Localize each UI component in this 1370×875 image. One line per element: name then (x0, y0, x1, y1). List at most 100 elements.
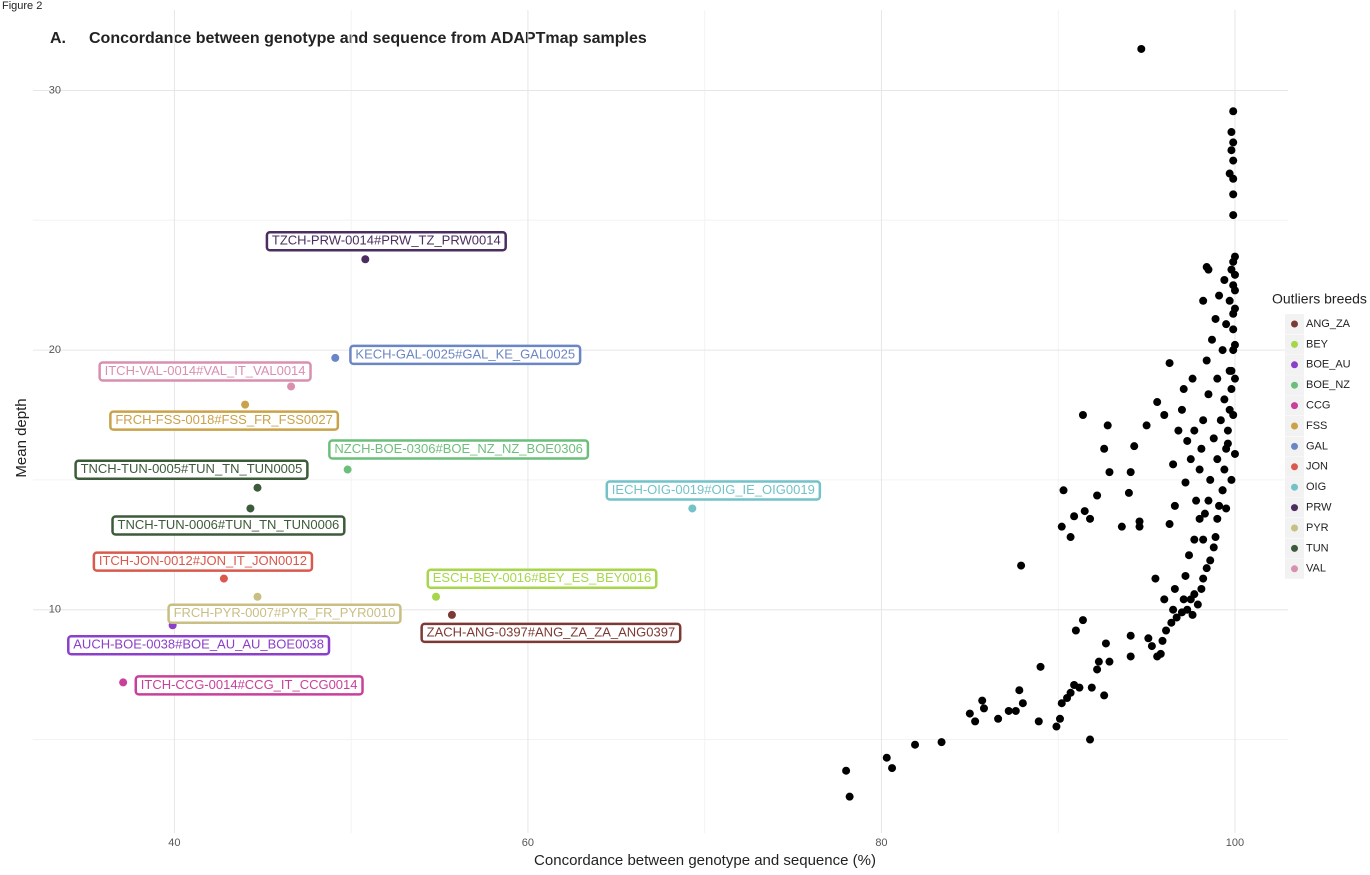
point (1227, 475, 1236, 484)
point (1223, 426, 1232, 435)
point (1181, 571, 1190, 580)
point (1086, 735, 1095, 744)
point (1195, 465, 1204, 474)
outlier-label: ITCH-JON-0012#JON_IT_JON0012 (92, 551, 314, 572)
label-text: NZCH-BOE-0306#BOE_NZ_NZ_BOE0306 (334, 441, 583, 456)
label-text: TNCH-TUN-0006#TUN_TN_TUN0006 (118, 517, 340, 532)
label-text: ZACH-ANG-0397#ANG_ZA_ZA_ANG0397 (427, 624, 676, 639)
label-text: AUCH-BOE-0038#BOE_AU_AU_BOE0038 (73, 637, 324, 652)
point (1202, 564, 1211, 573)
legend-label: BOE_NZ (1306, 379, 1350, 391)
point (1066, 688, 1075, 697)
legend-label: GAL (1306, 440, 1328, 452)
point (1222, 320, 1231, 329)
x-tick-label: 40 (168, 837, 180, 849)
point (1018, 699, 1027, 708)
point (1197, 444, 1206, 453)
point (994, 714, 1003, 723)
point (1160, 595, 1169, 604)
legend-key (1291, 422, 1298, 430)
point (1188, 374, 1197, 383)
label-box (605, 480, 822, 501)
legend-label: PRW (1306, 502, 1332, 514)
legend-key (1291, 381, 1298, 389)
outlier-point (119, 678, 128, 687)
point (1197, 584, 1206, 593)
point (1202, 356, 1211, 365)
point (1100, 444, 1109, 453)
point (1170, 501, 1179, 510)
point (1170, 584, 1179, 593)
point (1193, 600, 1202, 609)
point (1206, 475, 1215, 484)
point (1192, 496, 1201, 505)
point (1036, 662, 1045, 671)
point (1126, 468, 1135, 477)
point (1227, 265, 1236, 274)
point (1230, 340, 1239, 349)
point (1105, 468, 1114, 477)
point (1229, 156, 1238, 165)
outlier-label: NZCH-BOE-0306#BOE_NZ_NZ_BOE0306 (328, 439, 590, 460)
point (1160, 411, 1169, 420)
outlier-label: TNCH-TUN-0005#TUN_TN_TUN0005 (74, 459, 309, 480)
point (1052, 722, 1061, 731)
y-tick-label: 10 (49, 604, 61, 616)
point (1078, 616, 1087, 625)
outlier-point (361, 255, 370, 264)
chart-title: Concordance between genotype and sequenc… (89, 30, 647, 47)
legend-title: Outliers breeds (1272, 291, 1367, 307)
label-box (92, 551, 314, 572)
legend-key (1291, 483, 1298, 491)
point (1229, 107, 1238, 116)
point (1229, 190, 1238, 199)
point (1220, 276, 1229, 285)
point (1165, 520, 1174, 529)
legend-key (1291, 565, 1298, 573)
point (1227, 385, 1236, 394)
outlier-point (241, 400, 250, 409)
point (1204, 390, 1213, 399)
point (1186, 455, 1195, 464)
point (1183, 436, 1192, 445)
label-box (426, 568, 658, 589)
point (1216, 416, 1225, 425)
label-box (98, 361, 312, 382)
point (1179, 595, 1188, 604)
label-text: TNCH-TUN-0005#TUN_TN_TUN0005 (81, 461, 303, 476)
label-text: ITCH-JON-0012#JON_IT_JON0012 (99, 553, 307, 568)
label-text: ESCH-BEY-0016#BEY_ES_BEY0016 (433, 570, 652, 585)
point (1094, 657, 1103, 666)
x-tick-label: 80 (875, 837, 887, 849)
point (1199, 416, 1208, 425)
label-box (265, 230, 507, 252)
point (1204, 265, 1213, 274)
legend-key (1291, 340, 1298, 348)
point (1225, 296, 1234, 305)
point (1211, 314, 1220, 323)
point (1227, 128, 1236, 137)
legend-label: TUN (1306, 542, 1329, 554)
point (1015, 686, 1024, 695)
label-box (328, 439, 590, 460)
legend-key (1291, 524, 1298, 532)
point (1071, 626, 1080, 635)
point (1195, 514, 1204, 523)
point (1229, 174, 1238, 183)
label-text: TZCH-PRW-0014#PRW_TZ_PRW0014 (272, 233, 501, 248)
outlier-label: ZACH-ANG-0397#ANG_ZA_ZA_ANG0397 (420, 622, 682, 644)
point (1229, 281, 1238, 290)
label-box (420, 622, 682, 644)
point (1206, 556, 1215, 565)
point (1057, 522, 1066, 531)
point (1169, 605, 1178, 614)
label-box (134, 675, 364, 696)
legend-key (1291, 544, 1298, 552)
point (1055, 714, 1064, 723)
point (1142, 421, 1151, 430)
point (1229, 211, 1238, 220)
x-axis-label: Concordance between genotype and sequenc… (534, 852, 876, 869)
point (882, 753, 891, 762)
point (1218, 486, 1227, 495)
point (1117, 522, 1126, 531)
